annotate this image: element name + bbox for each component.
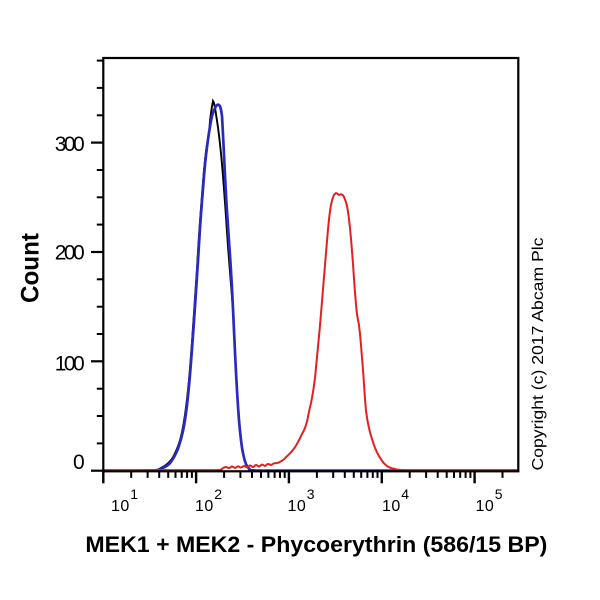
svg-text:10: 10 <box>288 498 306 515</box>
svg-text:100: 100 <box>55 352 85 375</box>
svg-text:10: 10 <box>476 498 494 515</box>
svg-text:Count: Count <box>17 232 45 303</box>
svg-text:0: 0 <box>73 451 85 474</box>
svg-text:300: 300 <box>55 133 85 156</box>
svg-text:MEK1 + MEK2 - Phycoerythrin (5: MEK1 + MEK2 - Phycoerythrin (586/15 BP) <box>85 532 547 557</box>
svg-text:10: 10 <box>195 498 213 515</box>
svg-text:10: 10 <box>111 498 129 515</box>
svg-text:4: 4 <box>401 486 409 502</box>
svg-text:10: 10 <box>382 498 400 515</box>
svg-text:3: 3 <box>307 486 315 502</box>
svg-text:Copyright (c) 2017 Abcam Plc: Copyright (c) 2017 Abcam Plc <box>530 238 547 471</box>
svg-text:1: 1 <box>130 486 138 502</box>
svg-text:200: 200 <box>55 242 85 265</box>
svg-text:5: 5 <box>495 486 503 502</box>
svg-text:2: 2 <box>214 486 222 502</box>
